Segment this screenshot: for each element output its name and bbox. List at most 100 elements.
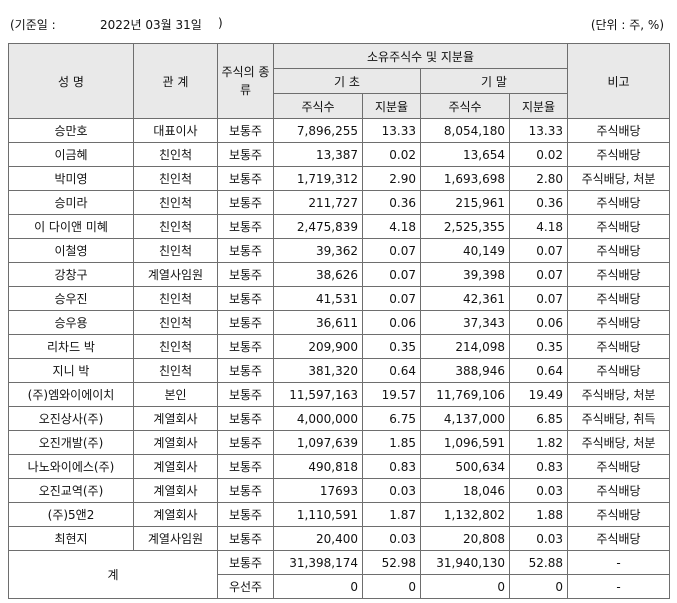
cell-end-shares: 2,525,355 [420,214,510,239]
cell-name: 이 다이앤 미혜 [8,214,134,239]
header-name: 성 명 [8,43,134,119]
total-cell-end-ratio: 52.88 [509,550,568,575]
cell-begin-shares: 1,097,639 [273,430,363,455]
cell-relation: 계열회사 [133,478,218,503]
cell-note: 주식배당, 처분 [567,430,670,455]
cell-end-shares: 13,654 [420,142,510,167]
total-cell-kind: 보통주 [217,550,274,575]
cell-kind: 보통주 [217,478,274,503]
cell-relation: 계열사임원 [133,262,218,287]
cell-begin-ratio: 6.75 [362,406,421,431]
cell-relation: 친인척 [133,310,218,335]
cell-relation: 친인척 [133,334,218,359]
cell-begin-shares: 39,362 [273,238,363,263]
table-row: 박미영 친인척 보통주 1,719,312 2.90 1,693,698 2.80 주식배당,… [8,166,670,191]
total-cell-note: - [567,574,670,599]
cell-relation: 본인 [133,382,218,407]
cell-relation: 대표이사 [133,118,218,143]
cell-name: 이금혜 [8,142,134,167]
table-row: 오진개발(주) 계열회사 보통주 1,097,639 1.85 1,096,591 1.82… [8,430,670,455]
total-cell-note: - [567,550,670,575]
cell-note: 주식배당 [567,478,670,503]
cell-name: 이철영 [8,238,134,263]
total-cell-kind: 우선주 [217,574,274,599]
cell-end-ratio: 0.03 [509,526,568,551]
cell-end-ratio: 0.07 [509,238,568,263]
cell-begin-ratio: 0.02 [362,142,421,167]
total-row: 계 보통주 31,398,174 52.98 31,940,130 52.88- [8,550,670,599]
header-begin: 기 초 [273,68,421,94]
cell-begin-shares: 4,000,000 [273,406,363,431]
cell-begin-shares: 38,626 [273,262,363,287]
cell-note: 주식배당 [567,214,670,239]
cell-note: 주식배당 [567,142,670,167]
cell-kind: 보통주 [217,286,274,311]
cell-kind: 보통주 [217,214,274,239]
cell-end-shares: 39,398 [420,262,510,287]
cell-note: 주식배당 [567,262,670,287]
cell-name: 승미라 [8,190,134,215]
cell-name: 나노와이에스(주) [8,454,134,479]
header-begin-shares: 주식수 [273,93,363,119]
cell-name: 승우진 [8,286,134,311]
header-begin-ratio: 지분율 [362,93,421,119]
cell-begin-shares: 17693 [273,478,363,503]
cell-begin-ratio: 1.85 [362,430,421,455]
cell-begin-ratio: 0.07 [362,262,421,287]
cell-begin-ratio: 0.07 [362,238,421,263]
cell-end-ratio: 0.64 [509,358,568,383]
cell-end-ratio: 2.80 [509,166,568,191]
cell-name: (주)5앤2 [8,502,134,527]
cell-relation: 친인척 [133,286,218,311]
cell-end-shares: 388,946 [420,358,510,383]
cell-begin-ratio: 0.06 [362,310,421,335]
cell-note: 주식배당, 취득 [567,406,670,431]
cell-end-ratio: 0.07 [509,286,568,311]
cell-begin-shares: 20,400 [273,526,363,551]
table-row: 지니 박 친인척 보통주 381,320 0.64 388,946 0.64 주식배당 [8,358,670,383]
total-cell-end-ratio: 0 [509,574,568,599]
cell-kind: 보통주 [217,406,274,431]
cell-relation: 계열사임원 [133,526,218,551]
cell-end-ratio: 0.02 [509,142,568,167]
cell-begin-shares: 1,719,312 [273,166,363,191]
cell-note: 주식배당 [567,286,670,311]
total-cell-begin-ratio: 52.98 [362,550,421,575]
cell-end-ratio: 0.36 [509,190,568,215]
cell-name: 강창구 [8,262,134,287]
cell-relation: 계열회사 [133,406,218,431]
reference-date-close: ) [218,16,223,30]
header-end-shares: 주식수 [420,93,510,119]
cell-end-shares: 1,693,698 [420,166,510,191]
total-row: 우선주 0 0 0 0- [9,574,670,599]
cell-end-ratio: 13.33 [509,118,568,143]
cell-end-shares: 40,149 [420,238,510,263]
cell-kind: 보통주 [217,262,274,287]
cell-end-ratio: 19.49 [509,382,568,407]
table-row: 최현지 계열사임원 보통주 20,400 0.03 20,808 0.03 주식배당 [8,526,670,551]
header-end-ratio: 지분율 [509,93,568,119]
cell-note: 주식배당 [567,334,670,359]
cell-relation: 친인척 [133,142,218,167]
cell-kind: 보통주 [217,454,274,479]
table-row: 승만호 대표이사 보통주 7,896,255 13.33 8,054,180 13.33 주식… [8,118,670,143]
total-cell-end-shares: 31,940,130 [420,550,510,575]
total-cell-begin-shares: 31,398,174 [273,550,363,575]
cell-end-ratio: 0.03 [509,478,568,503]
reference-date-label: (기준일 : [10,18,56,32]
cell-begin-shares: 7,896,255 [273,118,363,143]
table-row: 승우용 친인척 보통주 36,611 0.06 37,343 0.06 주식배당 [8,310,670,335]
cell-begin-ratio: 19.57 [362,382,421,407]
cell-begin-shares: 11,597,163 [273,382,363,407]
table-row: 나노와이에스(주) 계열회사 보통주 490,818 0.83 500,634 0.83 주식… [8,454,670,479]
cell-kind: 보통주 [217,334,274,359]
cell-end-shares: 214,098 [420,334,510,359]
cell-end-ratio: 0.06 [509,310,568,335]
cell-end-ratio: 4.18 [509,214,568,239]
cell-end-shares: 1,132,802 [420,502,510,527]
cell-kind: 보통주 [217,526,274,551]
table-row: 강창구 계열사임원 보통주 38,626 0.07 39,398 0.07 주식배당 [8,262,670,287]
cell-relation: 친인척 [133,358,218,383]
cell-kind: 보통주 [217,190,274,215]
table-row: 이 다이앤 미혜 친인척 보통주 2,475,839 4.18 2,525,355 4.18… [8,214,670,239]
